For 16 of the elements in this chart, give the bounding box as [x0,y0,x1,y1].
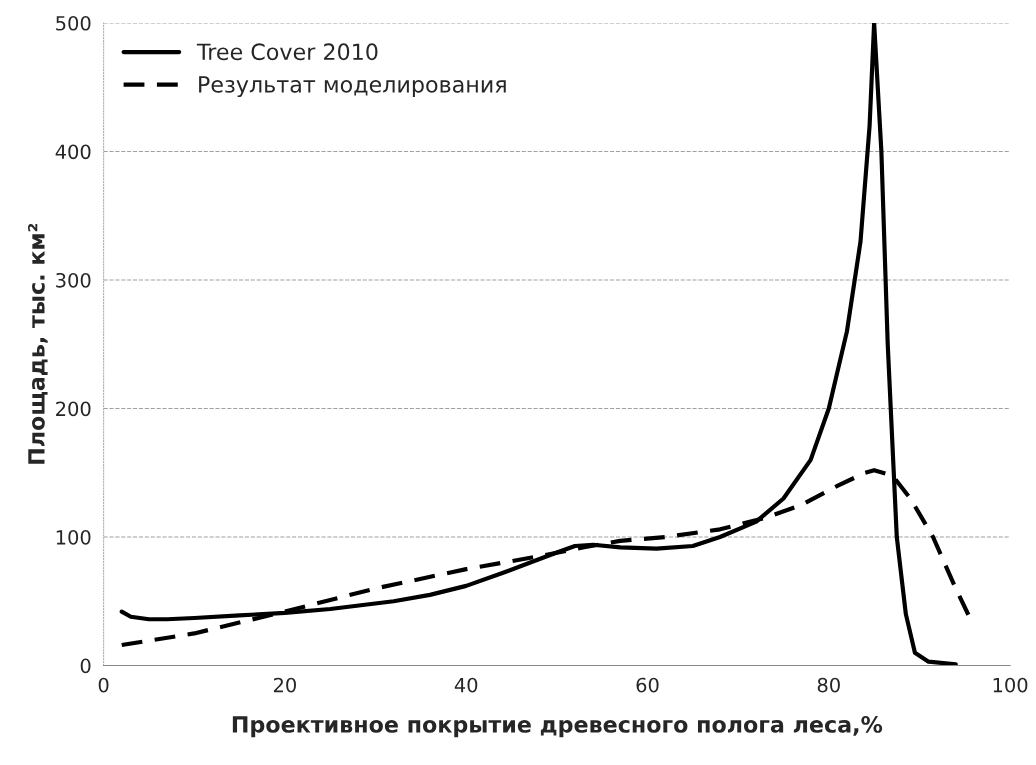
x-tick-label: 80 [817,677,840,693]
y-axis-title: Площадь, тыс. км² [28,223,48,464]
x-tick-label: 60 [636,677,659,693]
y-tick-label: 0 [80,658,91,674]
legend-label: Результат моделирования [199,76,506,98]
x-tick-label: 100 [993,677,1028,693]
legend-label: Tree Cover 2010 [196,43,378,61]
y-tick-label: 300 [56,272,91,288]
x-tick-label: 20 [273,677,296,693]
y-tick-label: 400 [55,144,91,160]
x-tick-label: 40 [454,677,478,693]
y-tick-label: 100 [56,529,91,545]
y-tick-label: 200 [56,401,91,417]
y-tick-label: 500 [56,15,91,31]
x-tick-label: 0 [98,677,109,693]
x-axis-title: Проективное покрытие древесного полога леса,% [232,716,883,738]
